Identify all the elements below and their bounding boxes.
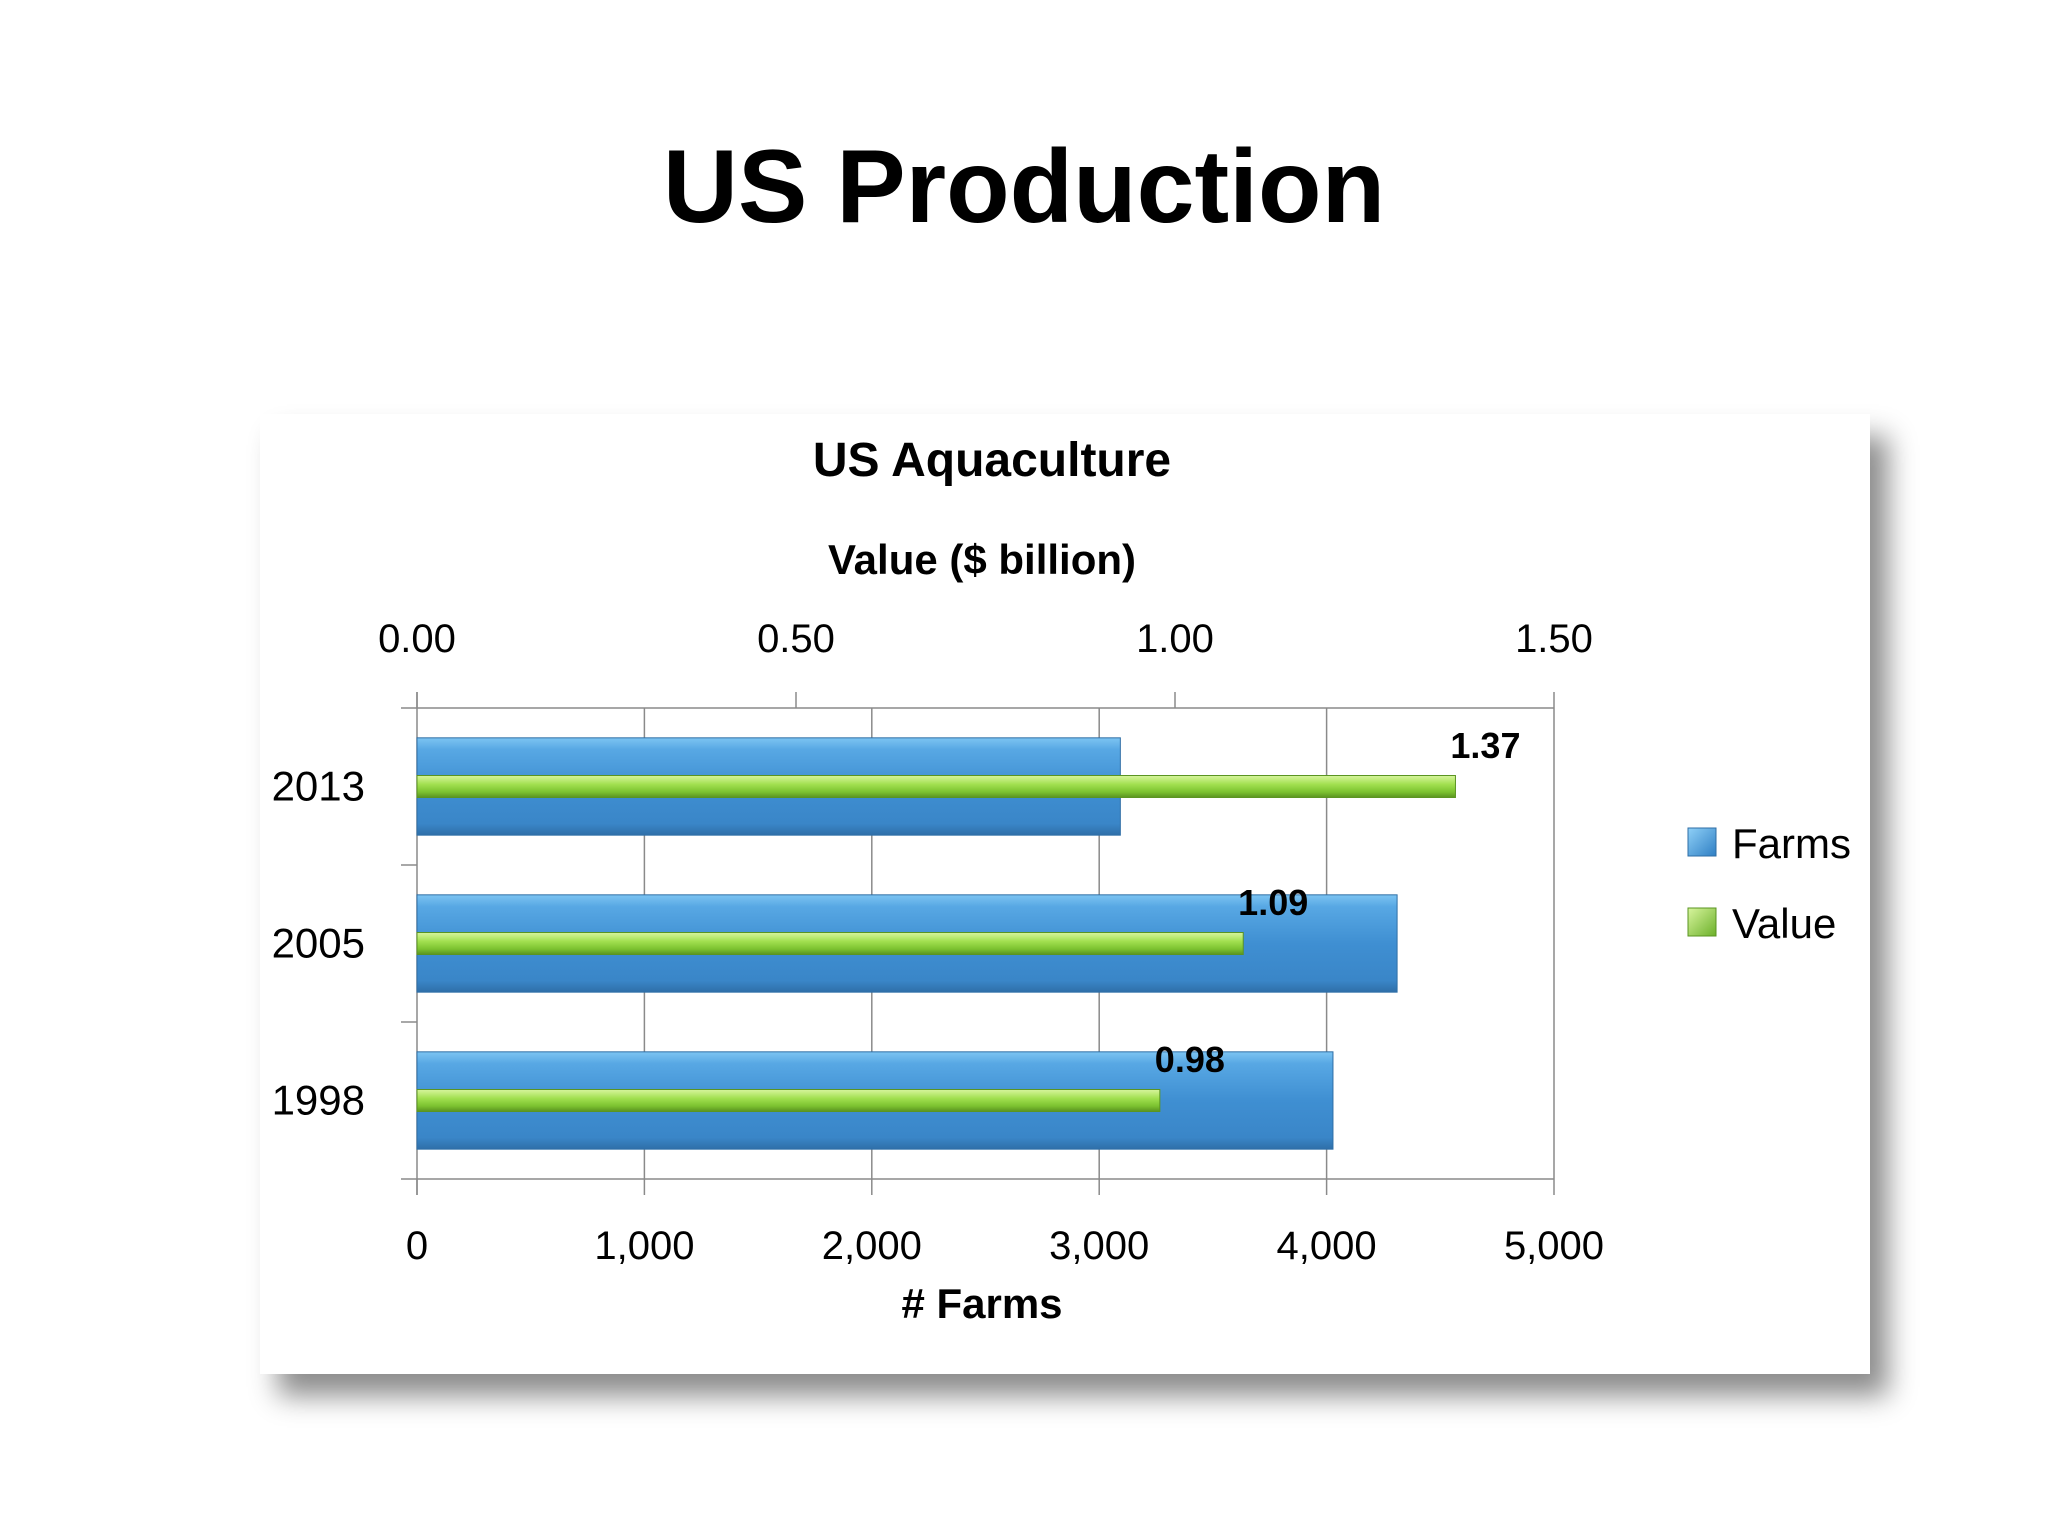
data-label-value-2013: 1.37 <box>1450 725 1520 766</box>
legend-swatch-farms <box>1687 827 1717 857</box>
category-label: 2013 <box>272 763 365 810</box>
bottom-axis-title: # Farms <box>901 1280 1062 1327</box>
bars <box>416 737 1456 1150</box>
chart-frame: US Aquaculture Value ($ billion) # Farms… <box>260 414 1870 1374</box>
bar-value-1998 <box>416 1089 1161 1112</box>
top-tick-label: 0.50 <box>757 617 835 661</box>
top-tick-label: 0.00 <box>378 617 456 661</box>
category-label: 2005 <box>272 920 365 967</box>
legend-label-farms: Farms <box>1732 820 1851 867</box>
chart-title: US Aquaculture <box>813 434 1171 487</box>
bar-value-2005 <box>416 932 1244 955</box>
legend-swatch-value <box>1687 907 1717 937</box>
top-tick-label: 1.00 <box>1136 617 1214 661</box>
category-label: 1998 <box>272 1077 365 1124</box>
bottom-tick-label: 1,000 <box>594 1224 694 1268</box>
data-label-value-2005: 1.09 <box>1238 882 1308 923</box>
legend: Farms Value <box>1687 820 1851 947</box>
top-axis-title: Value ($ billion) <box>828 536 1136 583</box>
bar-value-2013 <box>416 775 1456 798</box>
bottom-tick-label: 2,000 <box>822 1224 922 1268</box>
legend-label-value: Value <box>1732 900 1836 947</box>
slide-title: US Production <box>662 129 1386 245</box>
data-label-value-1998: 0.98 <box>1155 1039 1225 1080</box>
bottom-tick-label: 3,000 <box>1049 1224 1149 1268</box>
bottom-tick-label: 0 <box>406 1224 428 1268</box>
bottom-tick-label: 4,000 <box>1277 1224 1377 1268</box>
tick-labels: 0 1,000 2,000 3,000 4,000 5,000 0.00 0.50 1.00 1.… <box>272 617 1604 1268</box>
bottom-tick-label: 5,000 <box>1504 1224 1604 1268</box>
top-tick-label: 1.50 <box>1515 617 1593 661</box>
chart-svg: US Aquaculture Value ($ billion) # Farms… <box>272 434 1851 1327</box>
